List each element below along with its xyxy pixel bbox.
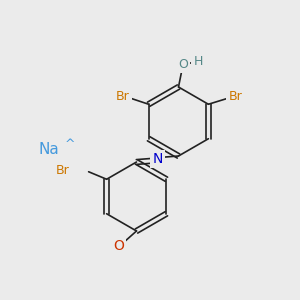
Text: N: N — [152, 152, 163, 166]
Text: Na: Na — [39, 142, 60, 158]
Text: O: O — [178, 58, 188, 71]
Text: ^: ^ — [64, 137, 75, 151]
Text: O: O — [113, 239, 124, 253]
Text: H: H — [193, 55, 203, 68]
Text: Br: Br — [229, 90, 242, 103]
Text: Br: Br — [116, 90, 130, 103]
Text: Br: Br — [56, 164, 70, 177]
